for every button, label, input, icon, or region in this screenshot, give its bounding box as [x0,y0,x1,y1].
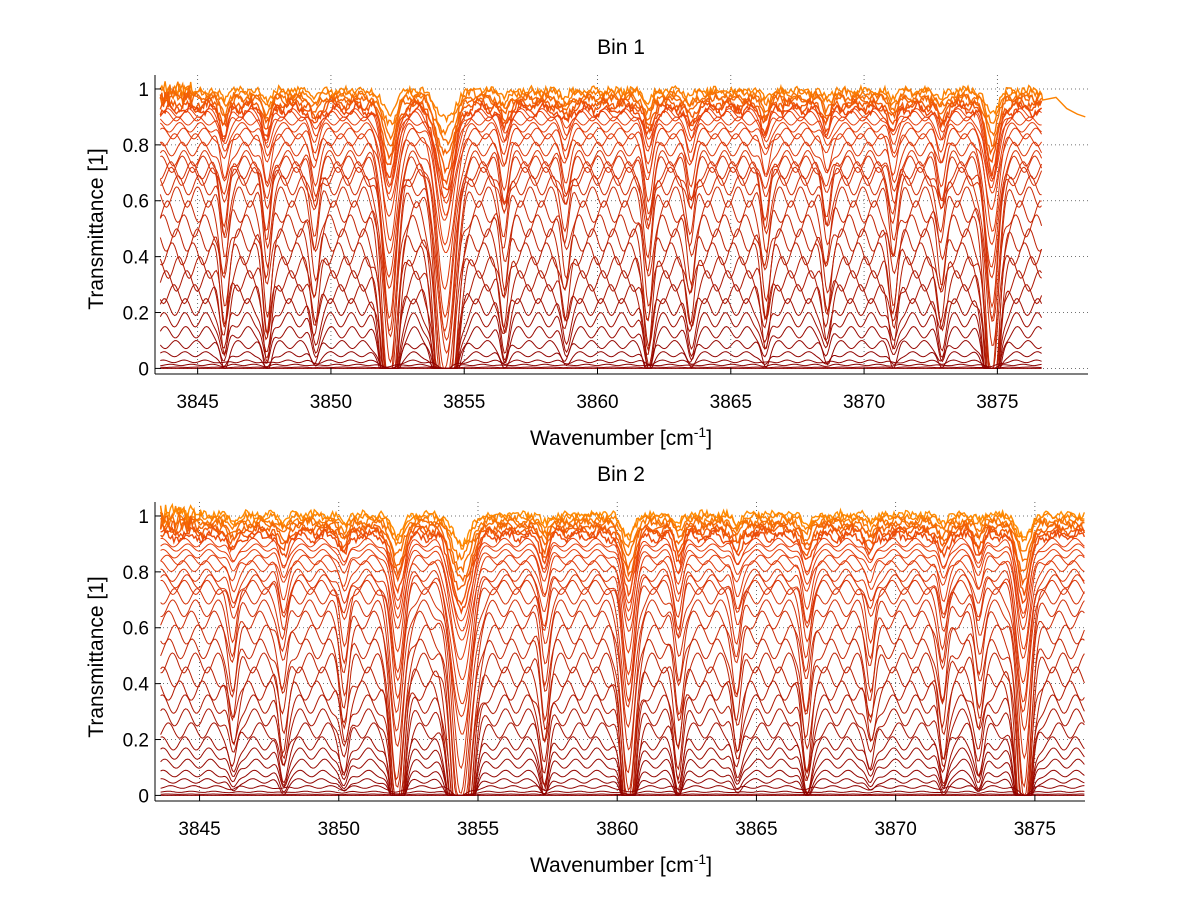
series-line [160,543,1085,622]
x-tick-label: 3865 [735,819,777,840]
x-tick-label: 3860 [596,819,638,840]
x-axis-label-end: ] [706,427,712,450]
x-tick-label: 3860 [576,392,618,413]
series-line [160,638,1085,796]
series-line [160,574,1085,718]
series-line [159,81,1086,124]
series-line [160,790,1085,796]
series-line [159,81,1042,136]
series-line [160,568,1085,705]
y-tick-label: 1 [138,80,149,101]
series-line [160,351,1042,369]
series-line [159,174,1042,369]
y-tick-label: 0.2 [123,304,149,325]
series-line [160,588,1085,770]
x-tick-label: 3870 [843,392,885,413]
axes-frame [154,502,1085,802]
x-axis-label-main: Wavenumber [cm [530,427,694,450]
x-tick-labels: 3845 3850 3855 3860 3865 3870 3875 [178,819,1056,840]
series-line [159,298,1043,369]
y-tick-label: 1 [138,507,149,528]
y-tick-label: 0.8 [123,563,149,584]
y-tick-label: 0.8 [123,136,149,157]
series-line [159,325,1042,369]
panel-bin-2: Bin 2 Transmittance [1] Wavenumber [cm-1… [85,463,1086,877]
series-line [160,560,1085,681]
series-line [160,554,1085,660]
x-axis-label: Wavenumber [cm-1] [530,424,712,450]
x-tick-label: 3870 [875,819,917,840]
series-line [160,161,1043,342]
y-tick-label: 0.4 [123,248,150,269]
series-line [160,359,1042,369]
x-tick-label: 3875 [1014,819,1056,840]
series-line [159,511,1085,574]
x-tick-label: 3865 [710,392,752,413]
chart-title: Bin 2 [597,463,645,486]
x-tick-label: 3850 [318,819,360,840]
panel-bin-1: Bin 1 Transmittance [1] Wavenumber [cm-1… [85,36,1088,450]
series-line [159,512,1085,583]
x-axis-label-main: Wavenumber [cm [530,854,694,877]
x-tick-label: 3855 [457,819,499,840]
series-line [160,127,1043,246]
x-axis-label-end: ] [706,854,712,877]
x-tick-label: 3845 [177,392,219,413]
series-line [159,214,1043,369]
x-tick-label: 3875 [976,392,1018,413]
series-line [159,511,1085,562]
chart-title: Bin 1 [597,36,645,59]
series-line [160,366,1042,369]
series-line [159,340,1042,370]
series-line [159,110,1042,216]
series-line [159,121,1042,221]
series-line [159,312,1043,369]
y-tick-label: 0.6 [123,619,149,640]
y-tick-label: 0.2 [123,731,149,752]
y-tick-label: 0 [138,359,149,380]
series-line [159,149,1043,319]
y-tick-labels: 0 0.2 0.4 0.6 0.8 1 [123,80,150,380]
axes-frame [154,75,1088,375]
series-line [160,708,1085,796]
x-tick-labels: 3845 3850 3855 3860 3865 3870 3875 [177,392,1019,413]
x-tick-label: 3855 [443,392,485,413]
y-tick-labels: 0 0.2 0.4 0.6 0.8 1 [123,507,150,807]
series-lines [159,81,1086,370]
x-axis-label-superscript: -1 [694,851,707,867]
y-axis-label: Transmittance [1] [85,148,108,309]
series-line [159,270,1042,369]
series-line [160,141,1043,291]
series-line [159,284,1043,369]
series-line [159,97,1043,186]
series-line [160,527,1086,615]
y-axis-label: Transmittance [1] [85,576,108,737]
series-line [160,785,1085,796]
series-line [160,363,1042,369]
series-line [160,793,1085,796]
y-tick-label: 0.4 [123,675,150,696]
series-line [160,599,1085,794]
series-line [159,505,1085,550]
x-tick-label: 3845 [178,819,220,840]
x-axis-label: Wavenumber [cm-1] [530,851,712,877]
series-line [159,108,1042,204]
x-axis-label-superscript: -1 [694,424,707,440]
series-line [159,200,1042,369]
series-line [160,736,1085,796]
y-tick-label: 0.6 [123,192,149,213]
series-line [159,116,1042,199]
y-tick-label: 0 [138,786,149,807]
series-line [160,722,1085,796]
series-line [160,548,1085,641]
series-lines [159,502,1086,797]
series-line [159,256,1042,369]
x-tick-label: 3850 [310,392,352,413]
series-line [160,155,1043,332]
